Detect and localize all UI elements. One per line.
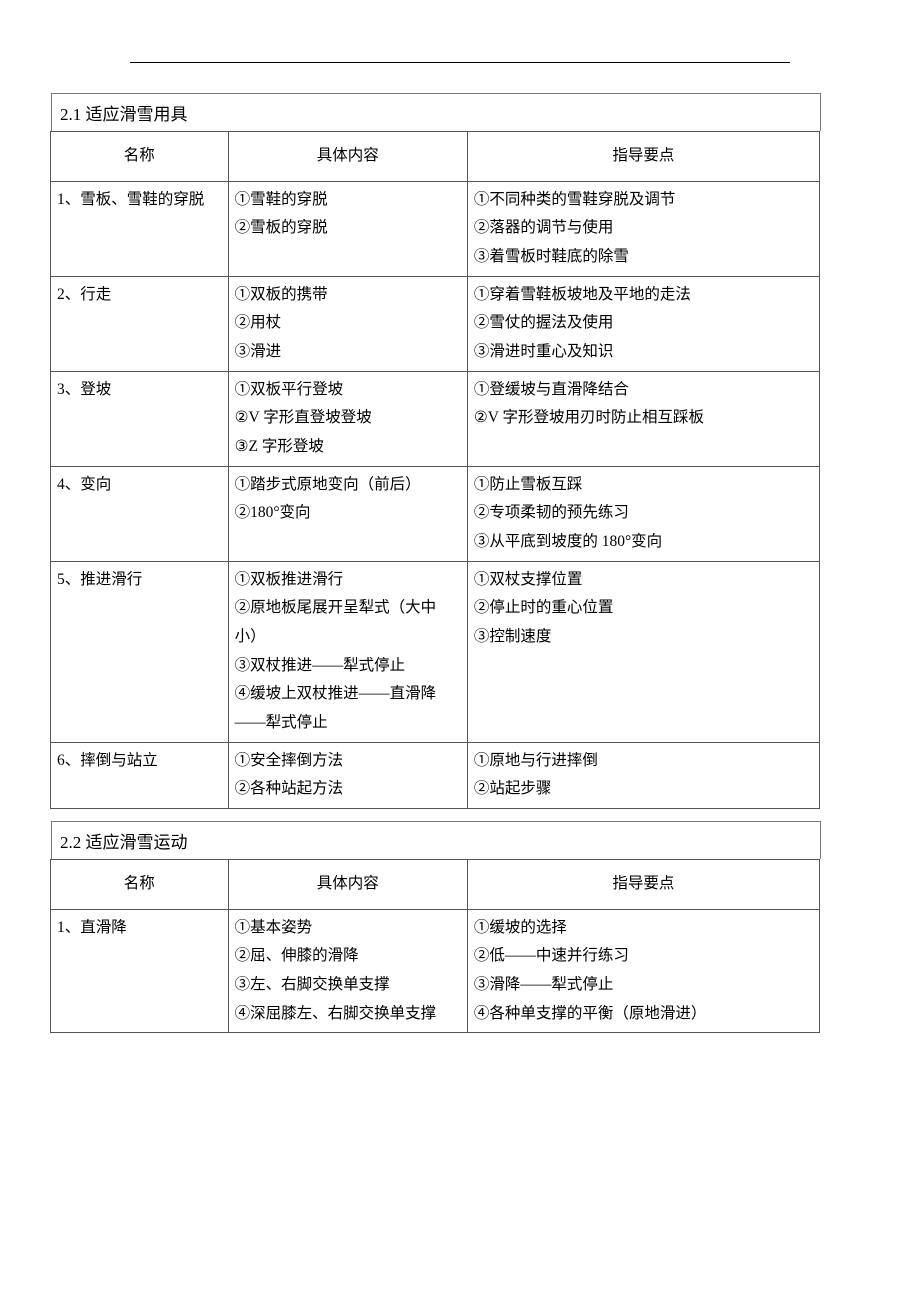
table-header-row: 名称 具体内容 指导要点: [51, 132, 820, 182]
table-header-row: 名称 具体内容 指导要点: [51, 860, 820, 910]
cell-note: ①穿着雪鞋板坡地及平地的走法②雪仗的握法及使用③滑进时重心及知识: [467, 276, 819, 371]
cell-name: 3、登坡: [51, 371, 229, 466]
cell-note: ①缓坡的选择②低——中速并行练习③滑降——犁式停止④各种单支撑的平衡（原地滑进）: [467, 909, 819, 1033]
cell-detail: ①双板平行登坡②V 字形直登坡登坡③Z 字形登坡: [228, 371, 467, 466]
cell-note: ①登缓坡与直滑降结合②V 字形登坡用刃时防止相互踩板: [467, 371, 819, 466]
cell-detail: ①双板的携带②用杖③滑进: [228, 276, 467, 371]
col-header-name: 名称: [51, 860, 229, 910]
col-header-detail: 具体内容: [228, 132, 467, 182]
table-row: 2、行走 ①双板的携带②用杖③滑进 ①穿着雪鞋板坡地及平地的走法②雪仗的握法及使…: [51, 276, 820, 371]
table-row: 1、雪板、雪鞋的穿脱 ①雪鞋的穿脱②雪板的穿脱 ①不同种类的雪鞋穿脱及调节②落器…: [51, 181, 820, 276]
cell-name: 1、雪板、雪鞋的穿脱: [51, 181, 229, 276]
cell-detail: ①踏步式原地变向（前后）②180°变向: [228, 466, 467, 561]
section-21-title: 2.1 适应滑雪用具: [51, 93, 821, 131]
cell-name: 6、摔倒与站立: [51, 742, 229, 808]
table-row: 6、摔倒与站立 ①安全摔倒方法②各种站起方法 ①原地与行进摔倒②站起步骤: [51, 742, 820, 808]
cell-note: ①不同种类的雪鞋穿脱及调节②落器的调节与使用③着雪板时鞋底的除雪: [467, 181, 819, 276]
table-row: 3、登坡 ①双板平行登坡②V 字形直登坡登坡③Z 字形登坡 ①登缓坡与直滑降结合…: [51, 371, 820, 466]
cell-name: 1、直滑降: [51, 909, 229, 1033]
table-row: 5、推进滑行 ①双板推进滑行②原地板尾展开呈犁式（大中小）③双杖推进——犁式停止…: [51, 561, 820, 742]
cell-detail: ①雪鞋的穿脱②雪板的穿脱: [228, 181, 467, 276]
page-header-rule: [130, 60, 790, 63]
col-header-name: 名称: [51, 132, 229, 182]
cell-name: 5、推进滑行: [51, 561, 229, 742]
cell-note: ①防止雪板互踩②专项柔韧的预先练习③从平底到坡度的 180°变向: [467, 466, 819, 561]
section-spacer: [50, 809, 870, 821]
section-22-title: 2.2 适应滑雪运动: [51, 821, 821, 859]
cell-name: 4、变向: [51, 466, 229, 561]
cell-note: ①原地与行进摔倒②站起步骤: [467, 742, 819, 808]
cell-detail: ①基本姿势②屈、伸膝的滑降③左、右脚交换单支撑④深屈膝左、右脚交换单支撑: [228, 909, 467, 1033]
cell-name: 2、行走: [51, 276, 229, 371]
col-header-note: 指导要点: [467, 132, 819, 182]
section-22-table: 名称 具体内容 指导要点 1、直滑降 ①基本姿势②屈、伸膝的滑降③左、右脚交换单…: [50, 859, 820, 1033]
cell-detail: ①双板推进滑行②原地板尾展开呈犁式（大中小）③双杖推进——犁式停止④缓坡上双杖推…: [228, 561, 467, 742]
table-row: 4、变向 ①踏步式原地变向（前后）②180°变向 ①防止雪板互踩②专项柔韧的预先…: [51, 466, 820, 561]
table-row: 1、直滑降 ①基本姿势②屈、伸膝的滑降③左、右脚交换单支撑④深屈膝左、右脚交换单…: [51, 909, 820, 1033]
col-header-detail: 具体内容: [228, 860, 467, 910]
col-header-note: 指导要点: [467, 860, 819, 910]
section-21-table: 名称 具体内容 指导要点 1、雪板、雪鞋的穿脱 ①雪鞋的穿脱②雪板的穿脱 ①不同…: [50, 131, 820, 809]
cell-detail: ①安全摔倒方法②各种站起方法: [228, 742, 467, 808]
cell-note: ①双杖支撑位置②停止时的重心位置③控制速度: [467, 561, 819, 742]
